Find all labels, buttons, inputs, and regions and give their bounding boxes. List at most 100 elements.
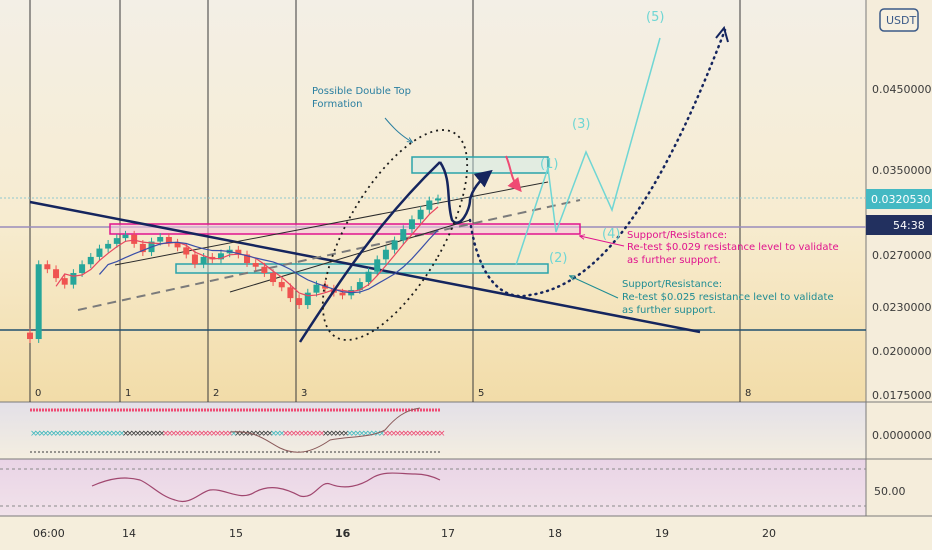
- indicator-1-marker: ×: [270, 429, 278, 439]
- main-pane: [0, 0, 866, 402]
- indicator-1-marker: ×: [118, 429, 126, 439]
- indicator-1-marker: ×: [134, 429, 142, 439]
- candle-body: [217, 253, 224, 260]
- dotted-projection: [468, 28, 727, 298]
- indicator-1-marker: ×: [306, 429, 314, 439]
- indicator-1-marker: ×: [190, 429, 198, 439]
- candle-body: [270, 273, 277, 283]
- double-top-note-arrow: [384, 117, 412, 142]
- candle-body: [174, 242, 181, 248]
- time-tick-15: 15: [229, 527, 243, 540]
- indicator-1-marker: ×: [394, 429, 402, 439]
- countdown-value: 54:38: [893, 219, 925, 232]
- indicator-1-marker: ×: [94, 429, 102, 439]
- indicator-1-marker: ×: [434, 429, 442, 439]
- wave-count-lines: [29, 0, 741, 402]
- candle-body: [96, 248, 103, 257]
- indicator-1-marker: ×: [274, 429, 282, 439]
- indicator-1-marker: ×: [366, 429, 374, 439]
- time-tick-20: 20: [762, 527, 776, 540]
- candle-body: [382, 249, 389, 260]
- middle-channel-line: [229, 219, 471, 293]
- indicator-1-marker: ×: [182, 429, 190, 439]
- indicator-1-marker: ×: [362, 429, 370, 439]
- moving-averages: [55, 206, 439, 297]
- candle-body: [131, 234, 138, 244]
- indicator-1-marker: ×: [106, 429, 114, 439]
- wave-count-0: 0: [35, 388, 41, 399]
- wave-label-5: (5): [646, 10, 664, 25]
- indicator-1-marker: ×: [386, 429, 394, 439]
- candle-body: [287, 287, 294, 299]
- indicator-1-marker: ×: [342, 429, 350, 439]
- indicator-1-marker: ×: [422, 429, 430, 439]
- indicator-1-marker: ×: [326, 429, 334, 439]
- indicator-1-marker: ×: [378, 429, 386, 439]
- indicator-1-marker: ×: [318, 429, 326, 439]
- double-top-ellipse: [321, 129, 469, 341]
- indicator-1-marker: ×: [402, 429, 410, 439]
- indicator-1-marker: ×: [242, 429, 250, 439]
- indicator-1-marker: ×: [50, 429, 58, 439]
- candle-body: [165, 236, 172, 243]
- candle-body: [244, 254, 251, 264]
- indicator-1-marker: ×: [58, 429, 66, 439]
- price-tick-0270: 0.0270000: [872, 249, 932, 262]
- dotted-projection-arrowhead: [715, 25, 729, 43]
- double-top-note-line-1: Possible Double Top: [312, 86, 411, 97]
- indicator-1-tick: 0.0000000: [872, 429, 932, 442]
- indicator-1-marker: ×: [338, 429, 346, 439]
- indicator-1-marker: ×: [234, 429, 242, 439]
- candle-body: [296, 298, 303, 306]
- indicator-1-marker: ×: [122, 429, 130, 439]
- pink-note-line-3: as further support.: [627, 255, 721, 266]
- indicator-1-marker: ×: [90, 429, 98, 439]
- indicator-1-marker: ×: [414, 429, 422, 439]
- indicator-1-marker: ×: [282, 429, 290, 439]
- indicator-1-marker: ×: [258, 429, 266, 439]
- candle-body: [44, 264, 51, 270]
- wave-count-2: 2: [213, 388, 219, 399]
- indicator-1-marker: ×: [382, 429, 390, 439]
- candle-body: [435, 198, 441, 201]
- time-axis: 06:00 14 15 16 17 18 19 20: [33, 527, 776, 540]
- indicator-1-marker: ×: [82, 429, 90, 439]
- indicator-1-marker: ×: [218, 429, 226, 439]
- candle-body: [87, 256, 94, 265]
- indicator-1-line: [229, 407, 421, 453]
- wave-label-2: (2): [549, 251, 567, 266]
- candle-body: [191, 254, 198, 265]
- indicator-1-marker: ×: [398, 429, 406, 439]
- price-axis-pane: [866, 0, 932, 516]
- candle-body: [139, 243, 146, 253]
- indicator-1-marker: ×: [102, 429, 110, 439]
- candle-body: [105, 243, 112, 249]
- indicator-1-marker: ×: [330, 429, 338, 439]
- indicator-1-marker: ×: [126, 429, 134, 439]
- indicator-1-marker: ×: [294, 429, 302, 439]
- indicator-2-tick: 50.00: [874, 485, 906, 498]
- impulse-curve: [298, 161, 441, 343]
- pullback-arrow: [505, 155, 522, 193]
- indicator-1-marker: ×: [186, 429, 194, 439]
- indicator-1-marker: ×: [214, 429, 222, 439]
- indicator-1-marker: ×: [170, 429, 178, 439]
- indicator-1-marker: ×: [390, 429, 398, 439]
- wave-count-1: 1: [125, 388, 131, 399]
- indicator-2-line: [91, 472, 441, 502]
- pink-note-line-1: Support/Resistance:: [627, 230, 727, 241]
- indicator-1-marker: ×: [38, 429, 46, 439]
- indicator-1-marker: ×: [114, 429, 122, 439]
- currency-badge[interactable]: USDT: [879, 8, 919, 32]
- indicator-1-marker: ×: [430, 429, 438, 439]
- teal-note-line-3: as further support.: [622, 305, 716, 316]
- candle-body: [339, 292, 346, 296]
- time-tick-18: 18: [548, 527, 562, 540]
- wave-count-5: 5: [478, 388, 484, 399]
- wave-label-1: (1): [540, 157, 558, 172]
- teal-note-arrow: [570, 276, 619, 299]
- indicator-1-marker: ×: [46, 429, 54, 439]
- indicator-1-marker: ×: [322, 429, 330, 439]
- teal-resistance-box: [175, 263, 549, 274]
